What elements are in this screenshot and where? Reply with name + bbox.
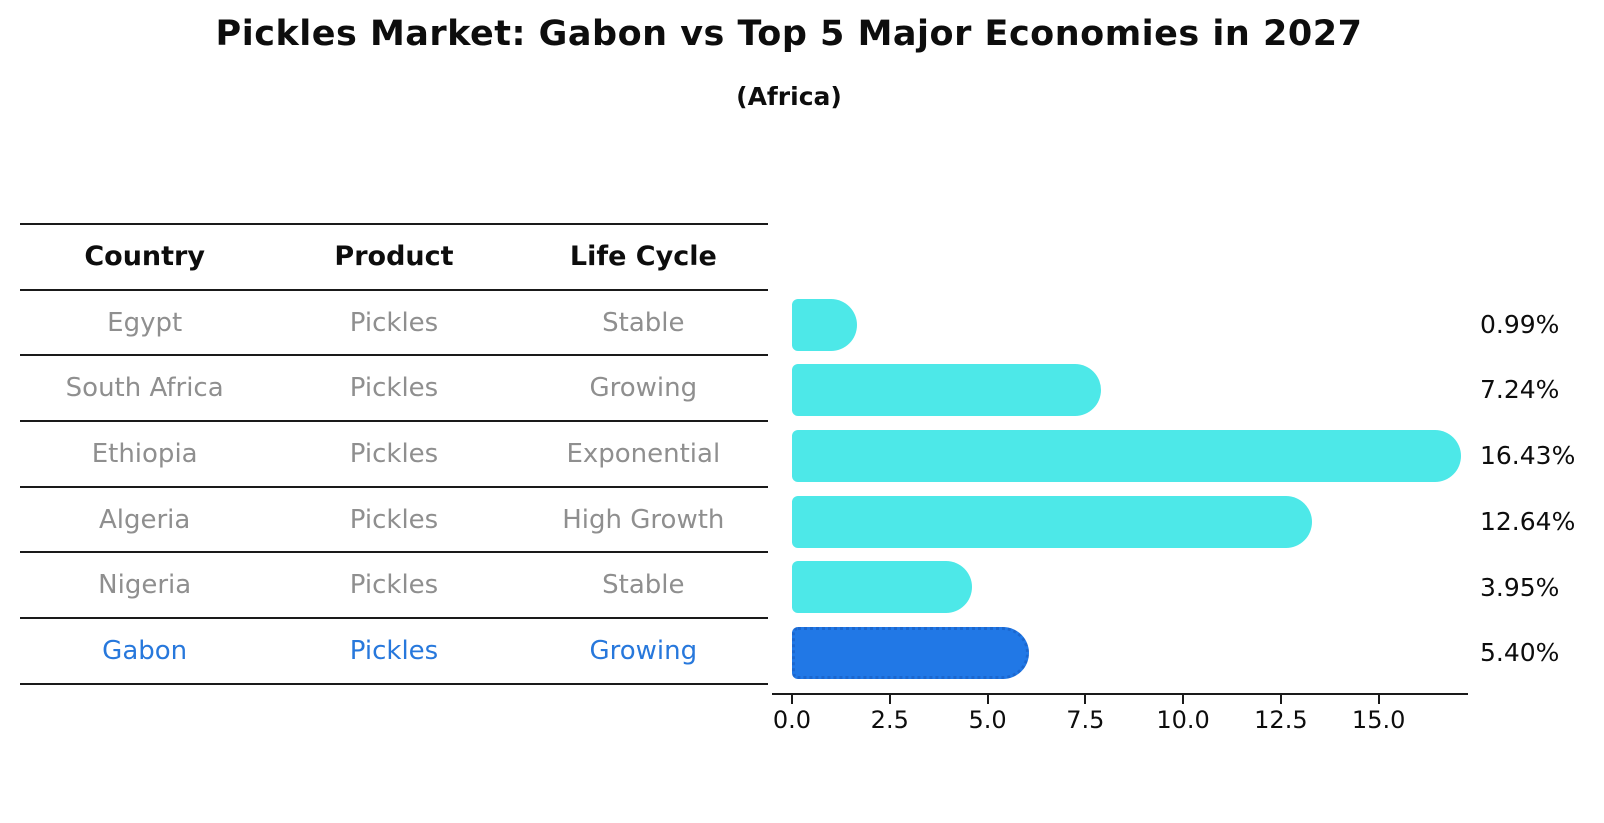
x-tick-mark bbox=[1279, 695, 1282, 704]
x-tick-label-15.0: 15.0 bbox=[1351, 706, 1406, 734]
cell-life-cycle: Growing bbox=[589, 635, 698, 666]
table-row-ethiopia: Ethiopia Pickles Exponential bbox=[20, 422, 768, 488]
table-rows: Egypt Pickles Stable South Africa Pickles Gro… bbox=[20, 291, 768, 683]
value-label-egypt: 0.99% bbox=[1480, 309, 1560, 339]
bar-ethiopia bbox=[792, 430, 1461, 483]
cell-product: Pickles bbox=[349, 307, 439, 338]
x-tick-mark bbox=[1377, 695, 1380, 704]
chart-subtitle: (Africa) bbox=[736, 82, 842, 111]
x-tick-mark bbox=[986, 695, 989, 704]
x-tick-mark bbox=[888, 695, 891, 704]
column-header-country: Country bbox=[84, 241, 205, 273]
cell-life-cycle: Stable bbox=[602, 307, 685, 338]
bar-egypt bbox=[792, 298, 857, 351]
cell-product: Pickles bbox=[349, 438, 439, 469]
x-tick-mark bbox=[1084, 695, 1087, 704]
x-tick-label-10.0: 10.0 bbox=[1156, 706, 1210, 734]
value-label-gabon: 5.40% bbox=[1480, 638, 1560, 668]
column-header-life-cycle: Life Cycle bbox=[569, 241, 717, 273]
cell-country: Nigeria bbox=[98, 570, 192, 601]
country-table: Country Product Life Cycle Egypt Pickles S… bbox=[20, 223, 768, 685]
table-row-algeria: Algeria Pickles High Growth bbox=[20, 488, 768, 554]
bar-plot-area bbox=[792, 289, 1492, 683]
table-row-south-africa: South Africa Pickles Growing bbox=[20, 356, 768, 423]
cell-life-cycle: Exponential bbox=[566, 438, 721, 469]
cell-life-cycle: Stable bbox=[602, 570, 685, 601]
cell-country: Algeria bbox=[98, 504, 191, 535]
cell-product: Pickles bbox=[349, 504, 439, 535]
x-axis-line bbox=[772, 693, 1468, 695]
column-header-product: Product bbox=[334, 241, 454, 273]
value-label-ethiopia: 16.43% bbox=[1480, 441, 1576, 471]
cell-product: Pickles bbox=[349, 635, 439, 666]
bar-south-africa bbox=[792, 364, 1102, 417]
cell-product: Pickles bbox=[349, 373, 439, 404]
cell-country: Ethiopia bbox=[91, 438, 198, 469]
table-header-row: Country Product Life Cycle bbox=[20, 225, 768, 291]
chart-title: Pickles Market: Gabon vs Top 5 Major Eco… bbox=[215, 14, 1363, 54]
cell-country: Egypt bbox=[107, 307, 183, 338]
cell-life-cycle: Growing bbox=[589, 373, 698, 404]
value-label-algeria: 12.64% bbox=[1480, 506, 1576, 536]
x-tick-label-0.0: 0.0 bbox=[772, 706, 812, 734]
x-tick-label-7.5: 7.5 bbox=[1066, 706, 1105, 734]
bar-nigeria bbox=[792, 561, 973, 614]
x-tick-label-5.0: 5.0 bbox=[968, 706, 1007, 734]
x-tick-mark bbox=[791, 695, 793, 704]
table-row-gabon: Gabon Pickles Growing bbox=[20, 619, 768, 683]
cell-country: Gabon bbox=[102, 635, 188, 666]
x-tick-mark bbox=[1182, 695, 1185, 704]
bar-algeria bbox=[792, 495, 1313, 548]
cell-life-cycle: High Growth bbox=[562, 504, 725, 535]
value-label-nigeria: 3.95% bbox=[1480, 572, 1560, 602]
table-row-nigeria: Nigeria Pickles Stable bbox=[20, 553, 768, 620]
cell-product: Pickles bbox=[349, 570, 439, 601]
x-tick-label-12.5: 12.5 bbox=[1254, 706, 1308, 734]
cell-country: South Africa bbox=[65, 373, 224, 404]
x-tick-label-2.5: 2.5 bbox=[870, 706, 909, 734]
bar-gabon bbox=[792, 627, 1030, 680]
table-row-egypt: Egypt Pickles Stable bbox=[20, 291, 768, 357]
value-label-south-africa: 7.24% bbox=[1480, 375, 1560, 405]
